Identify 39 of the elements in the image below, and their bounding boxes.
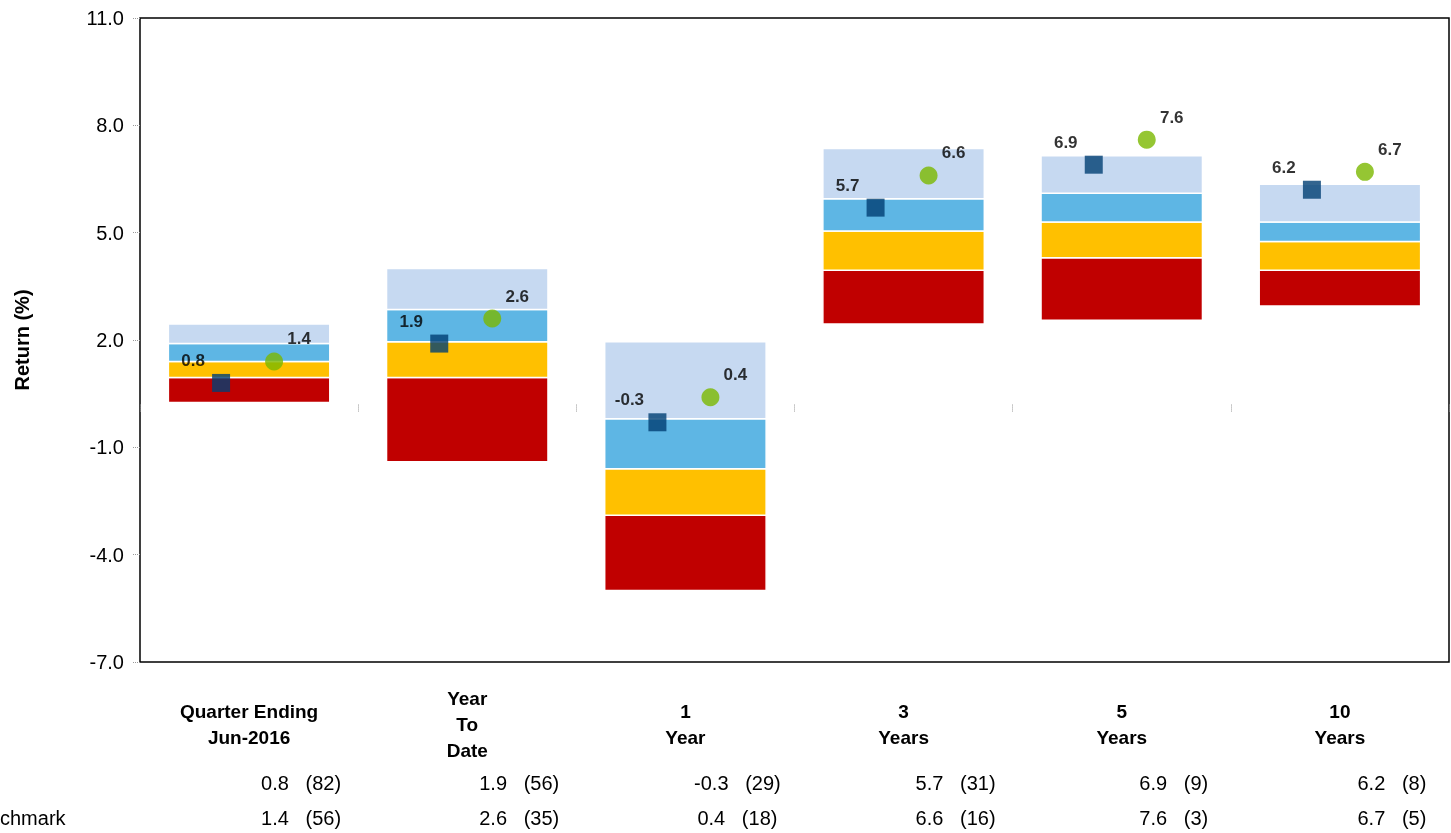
y-tick-label: -1.0	[89, 436, 124, 459]
text: 6.9 (9)	[1139, 772, 1209, 794]
text: 6.2 (8)	[1357, 772, 1427, 794]
y-tick-label: -7.0	[89, 651, 124, 673]
text: -0.3 (29)	[694, 772, 781, 794]
data-label: 1.9	[399, 311, 424, 331]
text: 6.7 (5)	[1357, 807, 1427, 829]
text: 2.6 (35)	[479, 807, 560, 829]
data-label: 6.7	[1378, 139, 1402, 159]
x-tick-label: 5 Years	[1096, 700, 1148, 748]
x-tick-label: Quarter Ending Jun-2016	[179, 700, 319, 748]
text: 1.4 (56)	[261, 807, 342, 829]
text: 0.4 (18)	[697, 807, 778, 829]
y-tick-label: -4.0	[89, 543, 124, 566]
y-tick-label: 5.0	[96, 221, 124, 244]
x-tick-label: 10 Years	[1314, 700, 1366, 748]
text: 0.8 (82)	[261, 772, 342, 794]
data-label: 7.6	[1159, 107, 1184, 127]
data-label: 0.8	[181, 350, 205, 370]
text: 1.9 (56)	[479, 772, 560, 794]
text: 6.6 (16)	[915, 807, 996, 829]
data-label: 6.9	[1053, 132, 1078, 152]
x-tick-label: Year To Date	[446, 687, 488, 761]
data-label: 0.4	[723, 365, 748, 385]
text: chmark	[0, 807, 67, 829]
x-tick-label: 1 Year	[665, 700, 707, 748]
y-axis-title: Return (%)	[11, 289, 33, 391]
data-label: 1.4	[287, 329, 312, 349]
text: 7.6 (3)	[1139, 807, 1209, 829]
y-tick-label: 11.0	[86, 7, 124, 29]
data-label: 2.6	[505, 286, 530, 306]
data-label: 6.6	[941, 143, 966, 163]
text: 5.7 (31)	[915, 772, 996, 794]
data-label: -0.3	[614, 390, 645, 410]
y-tick-label: 2.0	[96, 329, 124, 351]
data-label: 5.7	[835, 175, 860, 195]
data-label: 6.2	[1272, 157, 1296, 177]
y-tick-label: 8.0	[96, 114, 124, 137]
x-tick-label: 3 Years	[878, 700, 929, 748]
